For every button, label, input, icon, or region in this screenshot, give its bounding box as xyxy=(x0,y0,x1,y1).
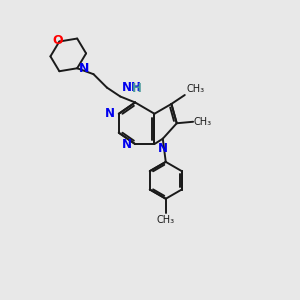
Text: N: N xyxy=(105,107,115,120)
Text: CH₃: CH₃ xyxy=(194,117,212,127)
Text: O: O xyxy=(52,34,63,46)
Text: CH₃: CH₃ xyxy=(157,215,175,225)
Text: N: N xyxy=(122,138,132,151)
Text: H: H xyxy=(132,82,142,95)
Text: NH: NH xyxy=(122,81,142,94)
Text: CH₃: CH₃ xyxy=(186,84,204,94)
Text: N: N xyxy=(158,142,168,155)
Text: N: N xyxy=(79,62,89,75)
